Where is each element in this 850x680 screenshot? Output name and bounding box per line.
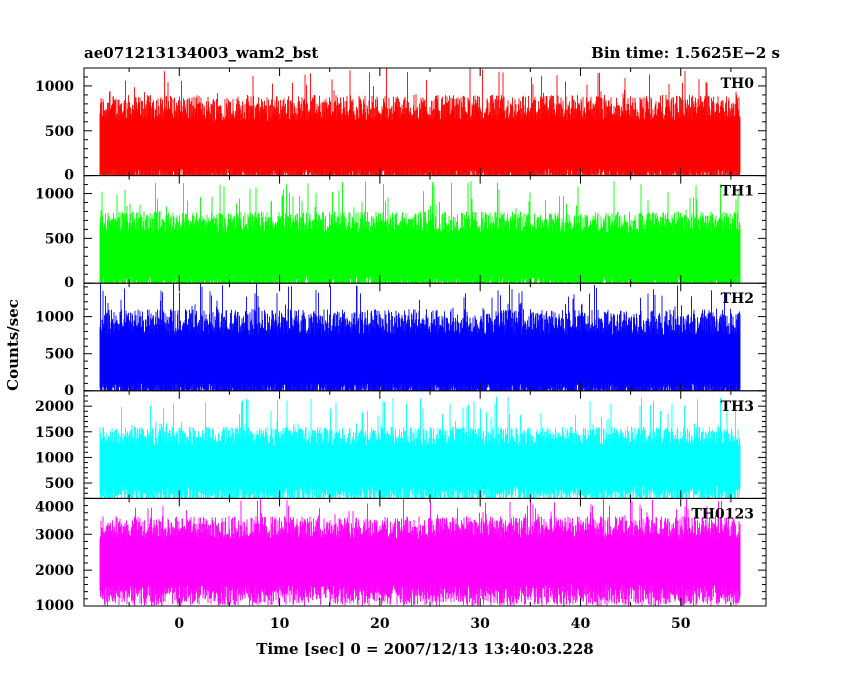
series-th1 xyxy=(99,181,741,284)
y-tick-label: 2000 xyxy=(35,399,74,415)
panel-th2: 0 500 1000 TH2 xyxy=(35,282,767,399)
y-tick-label: 500 xyxy=(45,231,74,247)
series-th0123 xyxy=(99,498,741,606)
x-tick-label: 50 xyxy=(671,616,691,632)
series-th3 xyxy=(99,396,741,499)
y-tick-label: 3000 xyxy=(35,527,74,543)
y-axis-title: Counts/sec xyxy=(4,299,22,391)
x-axis-title: Time [sec] 0 = 2007/12/13 13:40:03.228 xyxy=(256,640,593,658)
x-tick-label: 20 xyxy=(370,616,390,632)
panel-label: TH0123 xyxy=(691,506,754,522)
y-tick-label: 1000 xyxy=(35,310,74,326)
y-tick-label: 2000 xyxy=(35,563,74,579)
panel-th0123: 1000 2000 3000 4000 TH0123 xyxy=(35,497,767,614)
panel-th1: 0 500 1000 TH1 xyxy=(35,175,767,291)
y-tick-label: 500 xyxy=(45,124,74,140)
panel-label: TH1 xyxy=(721,184,754,200)
chart-title-left: ae071213134003_wam2_bst xyxy=(84,44,318,62)
y-tick-label: 1000 xyxy=(35,79,74,95)
series-th2 xyxy=(99,283,741,391)
chart-title-right: Bin time: 1.5625E−2 s xyxy=(591,44,780,62)
y-tick-label: 0 xyxy=(64,168,74,184)
x-tick-label: 10 xyxy=(270,616,290,632)
y-tick-label: 1000 xyxy=(35,187,74,203)
panel-th0: 0 500 1000 TH0 xyxy=(35,67,767,184)
panel-label: TH2 xyxy=(721,291,754,307)
panel-label: TH0 xyxy=(721,76,755,92)
panels: 0 500 1000 TH0 0 500 1000 TH1 0 500 1000 TH2 500 1000… xyxy=(35,67,767,614)
y-tick-label: 1500 xyxy=(35,425,74,441)
panel-label: TH3 xyxy=(721,399,754,415)
x-tick-label: 0 xyxy=(174,616,184,632)
y-tick-label: 4000 xyxy=(35,499,74,515)
y-tick-label: 1000 xyxy=(35,450,74,466)
y-tick-label: 0 xyxy=(64,383,74,399)
y-tick-label: 500 xyxy=(45,347,74,363)
x-tick-label: 30 xyxy=(470,616,490,632)
panel-th3: 500 1000 1500 2000 TH3 xyxy=(35,390,767,499)
x-tick-label: 40 xyxy=(571,616,591,632)
x-tick-labels: 0 10 20 30 40 50 xyxy=(174,616,690,632)
panel-frame xyxy=(83,497,767,607)
y-tick-label: 1000 xyxy=(35,598,74,614)
y-tick-label: 500 xyxy=(45,476,74,492)
series-th0 xyxy=(99,68,741,176)
y-tick-label: 0 xyxy=(64,275,74,291)
